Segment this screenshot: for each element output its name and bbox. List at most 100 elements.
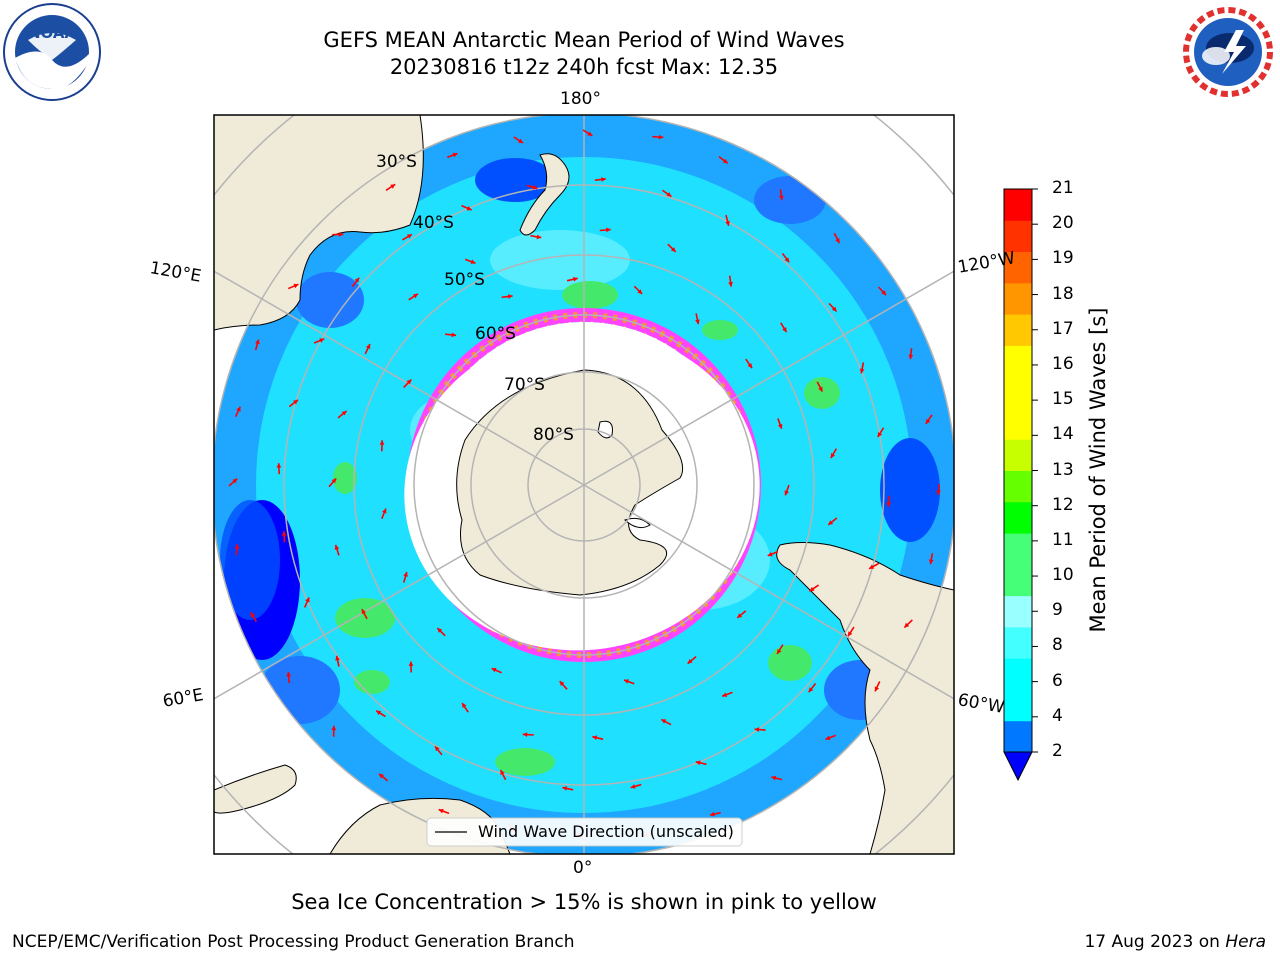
wind-wave-arrow bbox=[228, 478, 238, 487]
wind-wave-arrow bbox=[562, 786, 574, 791]
wind-wave-arrow bbox=[408, 661, 414, 673]
wind-wave-arrow bbox=[630, 783, 642, 789]
colorbar-segment bbox=[1004, 595, 1032, 628]
colorbar-segment bbox=[1004, 314, 1032, 346]
wind-wave-arrow bbox=[859, 362, 865, 374]
wind-wave-arrow bbox=[623, 679, 635, 685]
wind-wave-arrow bbox=[234, 544, 240, 556]
colorbar-tick-label: 18 bbox=[1052, 283, 1074, 304]
wind-wave-arrow bbox=[234, 406, 241, 418]
wind-wave-arrow bbox=[903, 619, 913, 629]
wind-wave-arrow bbox=[736, 610, 747, 619]
wind-wave-arrow bbox=[288, 399, 299, 408]
lon-label-bottom: 0° bbox=[573, 858, 593, 878]
colorbar-tick-label: 9 bbox=[1052, 600, 1063, 621]
wind-wave-arrow bbox=[501, 294, 513, 299]
wind-wave-arrow bbox=[833, 232, 841, 244]
colorbar-tick-label: 8 bbox=[1052, 635, 1063, 656]
wind-wave-arrow bbox=[776, 644, 784, 655]
colorbar-tick-label: 10 bbox=[1052, 565, 1074, 586]
wind-wave-arrow bbox=[594, 177, 606, 182]
lat-label-40s: 40°S bbox=[413, 213, 454, 233]
wind-wave-arrow bbox=[592, 735, 604, 741]
colorbar-tick-label: 17 bbox=[1052, 318, 1074, 339]
wind-wave-arrow bbox=[313, 338, 325, 344]
wind-wave-arrow bbox=[408, 293, 419, 301]
lat-label-70s: 70°S bbox=[504, 375, 545, 395]
wind-wave-arrow bbox=[827, 517, 838, 526]
wind-wave-arrow bbox=[808, 683, 817, 693]
colorbar-segment bbox=[1004, 720, 1032, 753]
wind-wave-arrow bbox=[661, 189, 672, 198]
wind-wave-arrow bbox=[436, 627, 446, 637]
wind-wave-arrow bbox=[335, 655, 340, 667]
wind-wave-arrow bbox=[582, 129, 593, 137]
colorbar-segment bbox=[1004, 470, 1032, 503]
wind-wave-arrow bbox=[886, 495, 891, 507]
wind-wave-arrow bbox=[725, 214, 730, 226]
colorbar-segment bbox=[1004, 407, 1032, 440]
colorbar-segment bbox=[1004, 345, 1032, 378]
lat-label-80s: 80°S bbox=[533, 425, 574, 445]
wind-wave-arrow bbox=[721, 691, 733, 698]
wind-wave-arrow bbox=[718, 156, 729, 164]
wind-wave-arrow bbox=[780, 322, 788, 333]
wind-wave-arrow bbox=[276, 463, 282, 475]
wind-wave-arrow bbox=[499, 769, 507, 781]
colorbar-tick-label: 16 bbox=[1052, 353, 1074, 374]
wind-wave-arrow bbox=[599, 227, 611, 233]
wind-wave-arrow bbox=[777, 418, 783, 430]
wind-wave-arrow bbox=[286, 671, 292, 684]
wind-wave-arrow bbox=[334, 544, 340, 556]
wind-wave-arrow bbox=[695, 760, 707, 766]
colorbar-tick-label: 14 bbox=[1052, 424, 1074, 445]
colorbar-segment bbox=[1004, 658, 1032, 690]
wind-wave-arrow bbox=[825, 734, 836, 741]
colorbar-tick-label: 4 bbox=[1052, 705, 1063, 726]
noaa-logo: NOAA bbox=[3, 3, 101, 101]
new-zealand-land bbox=[519, 153, 570, 236]
chart-title: GEFS MEAN Antarctic Mean Period of Wind … bbox=[323, 28, 845, 52]
colorbar-segment bbox=[1004, 376, 1032, 409]
wind-wave-arrow bbox=[667, 243, 677, 253]
colorbar-tick-label: 2 bbox=[1052, 741, 1063, 761]
wind-wave-arrow bbox=[379, 440, 385, 452]
colorbar-tick-label: 11 bbox=[1052, 529, 1074, 550]
wind-wave-arrow bbox=[287, 283, 299, 290]
wind-wave-arrow bbox=[745, 358, 753, 369]
legend-label: Wind Wave Direction (unscaled) bbox=[478, 822, 734, 841]
madagascar-land bbox=[214, 764, 297, 814]
wind-wave-arrow bbox=[303, 597, 310, 608]
lat-label-50s: 50°S bbox=[444, 270, 485, 290]
wind-wave-arrow bbox=[513, 136, 524, 144]
wind-wave-arrow bbox=[936, 483, 941, 496]
map-frame bbox=[213, 114, 955, 855]
wind-wave-arrow bbox=[908, 348, 914, 360]
footer-host: Hera bbox=[1225, 932, 1266, 952]
wind-wave-arrow bbox=[816, 381, 824, 392]
legend-box bbox=[426, 817, 743, 847]
colorbar-extend-triangle bbox=[1003, 751, 1033, 782]
wind-wave-arrow bbox=[847, 626, 855, 637]
colorbar-tick-label: 6 bbox=[1052, 670, 1063, 691]
colorbar-segment bbox=[1004, 220, 1032, 253]
wind-wave-arrow bbox=[877, 427, 885, 438]
wind-wave-arrow bbox=[434, 745, 443, 756]
wind-wave-arrow bbox=[403, 378, 412, 388]
wind-wave-arrow bbox=[461, 702, 469, 713]
colorbar-segment bbox=[1004, 564, 1032, 597]
svg-text:NOAA: NOAA bbox=[28, 24, 77, 42]
wind-wave-arrow bbox=[250, 611, 258, 623]
wind-wave-arrow bbox=[522, 732, 534, 738]
graticule bbox=[214, 115, 954, 854]
colorbar-tick-label: 12 bbox=[1052, 494, 1074, 515]
colorbar-tick-label: 20 bbox=[1052, 213, 1074, 234]
wind-wave-arrow bbox=[874, 681, 881, 692]
colorbar-segment bbox=[1004, 501, 1032, 534]
colorbar-tick-label: 19 bbox=[1052, 248, 1074, 269]
wind-wave-arrow bbox=[438, 808, 450, 815]
sea-ice-caption: Sea Ice Concentration > 15% is shown in … bbox=[291, 890, 877, 914]
wind-wave-arrow bbox=[332, 232, 344, 237]
wind-wave-arrow bbox=[928, 553, 934, 565]
